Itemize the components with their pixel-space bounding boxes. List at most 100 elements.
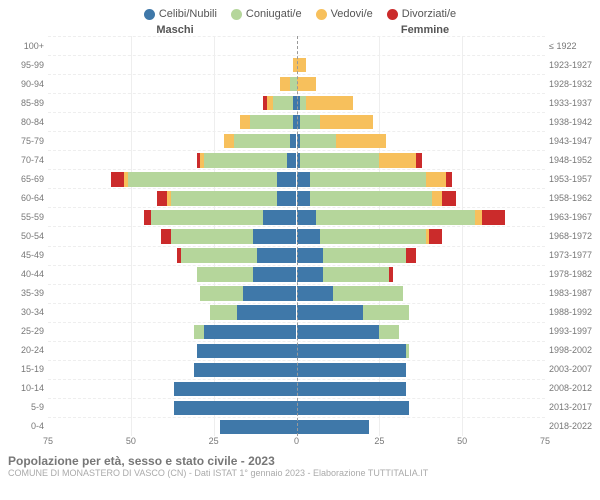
- chart-footer: Popolazione per età, sesso e stato civil…: [0, 450, 600, 478]
- bar-segment: [432, 191, 442, 205]
- bar-segment: [406, 344, 409, 358]
- bar-segment: [257, 248, 297, 262]
- age-label: 60-64: [0, 188, 44, 207]
- year-label: 1958-1962: [549, 188, 600, 207]
- bar-segment: [363, 305, 409, 319]
- bar-segment: [290, 134, 297, 148]
- ylabel-left: Fasce di età: [0, 167, 2, 221]
- bar-segment: [194, 363, 297, 377]
- bar-segment: [297, 420, 370, 434]
- bar-segment: [306, 96, 352, 110]
- year-label: 2003-2007: [549, 360, 600, 379]
- year-label: 1948-1952: [549, 150, 600, 169]
- bar-segment: [300, 96, 307, 110]
- year-label: 1943-1947: [549, 131, 600, 150]
- footer-subtitle: COMUNE DI MONASTERO DI VASCO (CN) - Dati…: [8, 468, 592, 478]
- bar-segment: [220, 420, 296, 434]
- bar-segment: [379, 153, 415, 167]
- bar-segment: [237, 305, 297, 319]
- bar-segment: [174, 401, 297, 415]
- bar-segment: [297, 401, 410, 415]
- column-headers: Maschi Femmine: [0, 24, 600, 36]
- bar-segment: [171, 229, 254, 243]
- bar-segment: [297, 267, 324, 281]
- year-label: 1938-1942: [549, 112, 600, 131]
- bar-segment: [297, 382, 406, 396]
- bar-segment: [253, 267, 296, 281]
- bar-segment: [475, 210, 482, 224]
- bar-segment: [297, 248, 324, 262]
- x-tick: 75: [43, 436, 53, 446]
- year-label: 1953-1957: [549, 169, 600, 188]
- bar-segment: [297, 325, 380, 339]
- bar-segment: [253, 229, 296, 243]
- bar-segment: [171, 191, 277, 205]
- bar-segment: [151, 210, 264, 224]
- x-tick: 25: [209, 436, 219, 446]
- bar-segment: [297, 344, 406, 358]
- x-axis: 7550250255075: [0, 436, 600, 450]
- legend-dot: [387, 9, 398, 20]
- bar-segment: [297, 363, 406, 377]
- bar-segment: [300, 115, 320, 129]
- bar-segment: [297, 210, 317, 224]
- bar-segment: [336, 134, 386, 148]
- year-label: 2013-2017: [549, 398, 600, 417]
- year-label: ≤ 1922: [549, 36, 600, 55]
- legend-item: Coniugati/e: [231, 8, 302, 20]
- bar-segment: [144, 210, 151, 224]
- bar-segment: [323, 267, 389, 281]
- bar-segment: [200, 286, 243, 300]
- bar-segment: [297, 286, 333, 300]
- bar-segment: [277, 191, 297, 205]
- year-label: 1963-1967: [549, 207, 600, 226]
- x-tick: 75: [540, 436, 550, 446]
- chart-area: Fasce di età Anni di nascita 100+95-9990…: [0, 36, 600, 436]
- bar-segment: [297, 305, 363, 319]
- bar-segment: [263, 210, 296, 224]
- year-label: 2008-2012: [549, 379, 600, 398]
- legend-label: Vedovi/e: [331, 8, 373, 20]
- legend-label: Coniugati/e: [246, 8, 302, 20]
- bar-segment: [197, 267, 253, 281]
- bar-segment: [310, 172, 426, 186]
- bar-segment: [379, 325, 399, 339]
- bar-segment: [310, 191, 433, 205]
- bar-segment: [316, 210, 475, 224]
- age-label: 65-69: [0, 169, 44, 188]
- bar-segment: [181, 248, 257, 262]
- bar-segment: [234, 134, 290, 148]
- age-label: 20-24: [0, 341, 44, 360]
- year-label: 2018-2022: [549, 417, 600, 436]
- bar-segment: [224, 134, 234, 148]
- bar-segment: [277, 172, 297, 186]
- legend: Celibi/NubiliConiugati/eVedovi/eDivorzia…: [0, 0, 600, 24]
- year-label: 1923-1927: [549, 55, 600, 74]
- footer-title: Popolazione per età, sesso e stato civil…: [8, 454, 592, 468]
- center-line: [297, 36, 298, 436]
- bar-segment: [204, 325, 297, 339]
- year-label: 1993-1997: [549, 322, 600, 341]
- age-label: 25-29: [0, 322, 44, 341]
- legend-label: Celibi/Nubili: [159, 8, 217, 20]
- bar-segment: [297, 77, 317, 91]
- bar-segment: [297, 191, 310, 205]
- bar-segment: [442, 191, 455, 205]
- bar-segment: [243, 286, 296, 300]
- age-label: 50-54: [0, 226, 44, 245]
- bar-segment: [128, 172, 277, 186]
- year-label: 1933-1937: [549, 93, 600, 112]
- bar-segment: [290, 77, 297, 91]
- bar-segment: [161, 229, 171, 243]
- age-label: 30-34: [0, 303, 44, 322]
- bar-segment: [111, 172, 124, 186]
- age-label: 90-94: [0, 74, 44, 93]
- bar-segment: [194, 325, 204, 339]
- x-tick: 25: [374, 436, 384, 446]
- year-label: 1983-1987: [549, 284, 600, 303]
- bar-segment: [300, 134, 336, 148]
- bar-segment: [210, 305, 237, 319]
- age-label: 75-79: [0, 131, 44, 150]
- header-male-label: Maschi: [50, 24, 300, 36]
- bar-segment: [333, 286, 403, 300]
